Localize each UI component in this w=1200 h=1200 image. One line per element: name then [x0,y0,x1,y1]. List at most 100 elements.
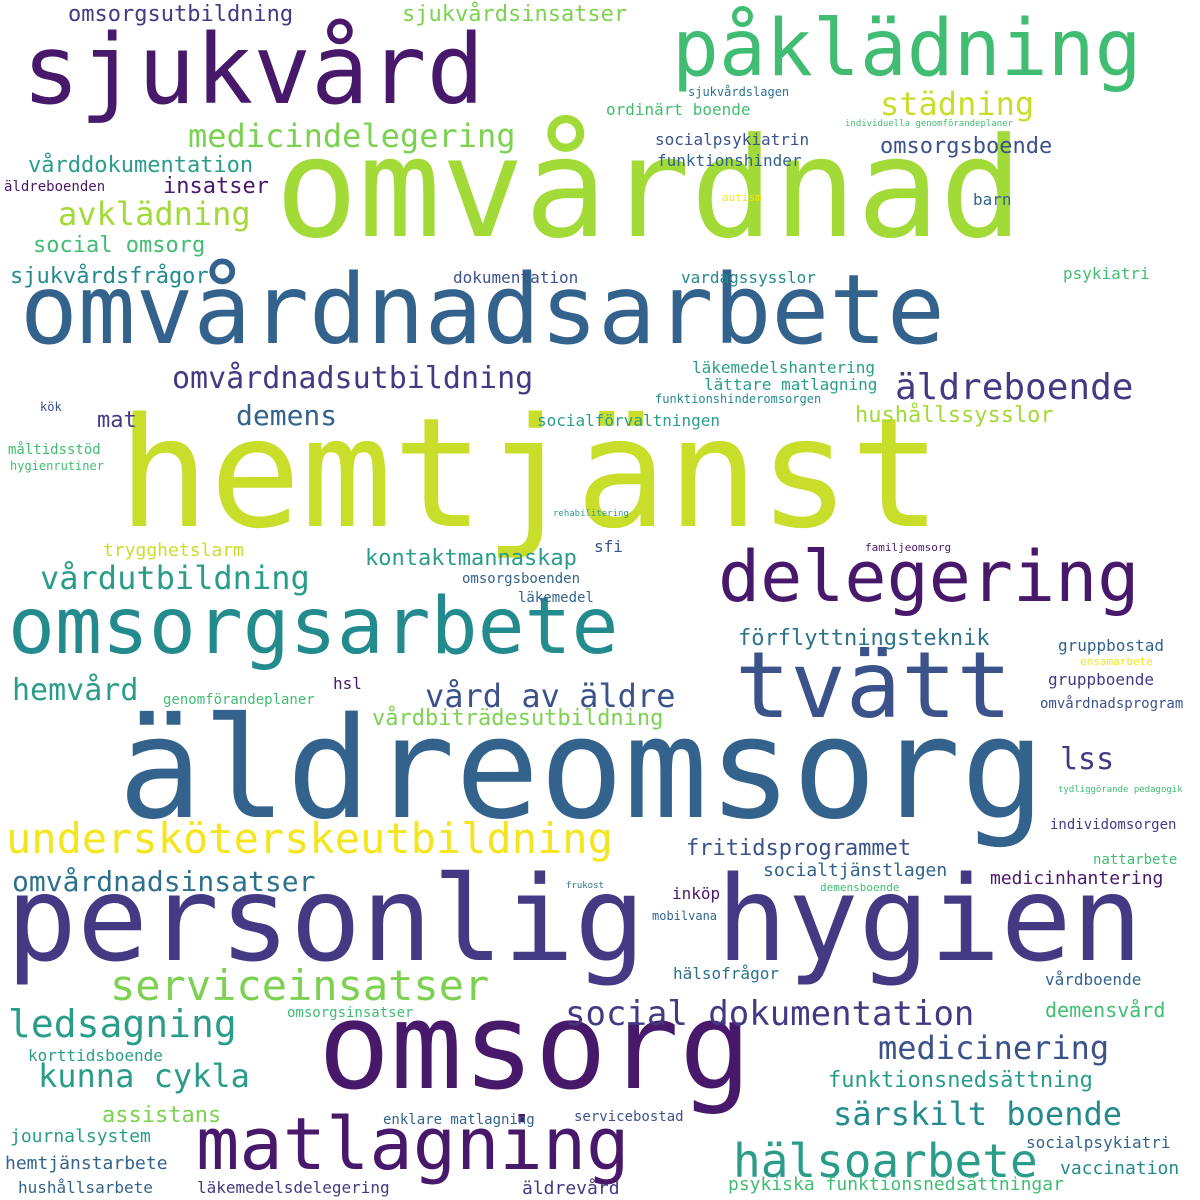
word-insatser: insatser [163,174,269,199]
word-avkladning: avklädning [58,195,251,233]
word-gruppboende: gruppboende [1048,670,1154,689]
word-kontaktmannaskap: kontaktmannaskap [365,546,577,571]
word-varddokumentation: vårddokumentation [28,153,254,178]
word-socialpsykiatri: socialpsykiatri [1026,1133,1171,1152]
word-omsorgsboenden: omsorgsboenden [462,571,581,587]
word-hemtjanst: hemtjänst [118,385,942,562]
word-omvardnadsarbete: omvårdnadsarbete [20,254,945,366]
word-omvardnadsprogram: omvårdnadsprogram [1040,696,1184,712]
word-lakemedel: läkemedel [518,590,594,606]
word-halsoarbete: hälsoarbete [733,1134,1038,1188]
word-demensvard: demensvård [1045,998,1166,1022]
word-delegering: delegering [718,536,1140,618]
word-barn: barn [973,190,1012,209]
word-kunna-cykla: kunna cykla [38,1057,250,1095]
word-funktionshinder: funktionshinder [657,151,802,170]
word-hemvard: hemvård [12,673,139,708]
word-sarskilt-boende: särskilt boende [833,1095,1122,1133]
word-trygghetslarm: trygghetslarm [103,540,244,561]
word-dokumentation: dokumentation [453,268,579,287]
word-forflyttningsteknik: förflyttningsteknik [738,626,990,651]
word-hygienrutiner: hygienrutiner [10,459,104,473]
word-lakemedelshantering: läkemedelshantering [692,358,876,377]
word-tvatt: tvätt [735,632,1012,739]
word-ensamarbete: ensamarbete [1080,655,1153,668]
word-enklare-matlagning: enklare matlagning [383,1112,535,1128]
word-korttidsboende: korttidsboende [28,1046,163,1065]
word-hushallssysslor: hushållssysslor [855,403,1054,428]
word-hemtjanstarbete: hemtjänstarbete [5,1153,168,1174]
word-sjukvardsfragor: sjukvårdsfrågor [10,264,209,289]
word-lakemedelsdelegering: läkemedelsdelegering [197,1178,390,1197]
word-frukost: frukost [566,881,604,891]
word-funktionsnedsattning: funktionsnedsättning [828,1068,1093,1093]
word-aldreboende: äldreboende [895,367,1134,408]
word-vardagssysslor: vardagssysslor [681,268,816,287]
word-stadning: städning [880,85,1035,123]
word-demensboende: demensboende [820,881,900,894]
word-gruppbostad: gruppbostad [1058,636,1164,655]
word-matlagning: matlagning [196,1102,630,1186]
word-maltidsstod: måltidsstöd [8,442,101,458]
word-individuella-genomforandeplaner: individuella genomförandeplaner [845,119,1013,129]
word-mobilvana: mobilvana [652,909,718,923]
word-vardboende: vårdboende [1045,970,1142,989]
word-serviceinsatser: serviceinsatser [110,961,490,1010]
word-medicindelegering: medicindelegering [188,117,516,155]
word-psykiska-funktionsnedsattningar: psykiska funktionsnedsättningar [728,1174,1064,1195]
word-assistans: assistans [102,1103,222,1128]
word-halsofragor: hälsofrågor [673,964,779,983]
word-aldrevard: äldrevård [522,1178,620,1199]
word-omsorgsarbete: omsorgsarbete [8,582,619,672]
word-omvardnad: omvårdnad [275,108,1023,269]
word-vardbitradesutbildning: vårdbiträdesutbildning [372,706,664,731]
word-aldreboenden: äldreboenden [4,179,106,195]
word-omvardnadsinsatser: omvårdnadsinsatser [12,865,316,898]
word-personlig-hygien: personlig hygien [6,850,1143,988]
word-tydliggorande-pedagogik: tydliggörande pedagogik [1058,785,1183,795]
word-medicinering: medicinering [878,1029,1110,1067]
word-mat: mat [97,408,137,433]
word-lss: lss [1060,742,1115,777]
word-ledsagning: ledsagning [8,1002,237,1046]
word-omsorg: omsorg [318,978,752,1117]
word-funktionshinderomsorgen: funktionshinderomsorgen [655,392,822,406]
word-genomforandeplaner: genomförandeplaner [163,692,315,708]
word-sjukvardslagen: sjukvårdslagen [688,85,790,99]
word-lattare-matlagning: lättare matlagning [704,375,878,394]
word-socialforvaltningen: socialförvaltningen [537,411,721,430]
word-omvardnadsutbildning: omvårdnadsutbildning [172,361,534,396]
word-omsorgsinsatser: omsorgsinsatser [287,1005,414,1021]
word-social-omsorg: social omsorg [33,233,206,258]
word-fritidsprogrammet: fritidsprogrammet [686,836,912,861]
word-medicinhantering: medicinhantering [990,868,1164,889]
word-pakladning: påklädning [672,4,1142,94]
word-inkop: inköp [672,884,721,903]
word-vardutbildning: vårdutbildning [40,559,310,597]
word-vaccination: vaccination [1060,1158,1180,1179]
word-sjukvard: sjukvård [22,14,485,126]
word-ordinart-boende: ordinärt boende [606,100,751,119]
word-vard-av-aldre: vård av äldre [425,677,676,715]
word-autism: autism [722,191,762,204]
word-omsorgsutbildning: omsorgsutbildning [68,2,294,27]
word-underskoterskeutbildning: undersköterskeutbildning [6,814,613,863]
word-social-dokumentation: social dokumentation [565,994,975,1034]
word-sfi: sfi [594,537,623,556]
word-demens: demens [236,399,338,432]
word-individomsorgen: individomsorgen [1050,817,1177,833]
word-socialpsykiatrin: socialpsykiatrin [655,130,810,149]
word-journalsystem: journalsystem [10,1126,151,1147]
word-omsorgsboende: omsorgsboende [880,134,1053,159]
word-kok: kök [40,400,62,414]
word-socialtjanstlagen: socialtjänstlagen [763,860,948,881]
word-rehabilitering: rehabilitering [553,509,629,519]
word-hsl: hsl [333,674,362,693]
word-aldreomsorg: äldreomsorg [118,688,1046,851]
word-nattarbete: nattarbete [1093,852,1178,868]
word-servicebostad: servicebostad [574,1109,684,1125]
word-hushallsarbete: hushållsarbete [18,1178,153,1197]
word-familjeomsorg: familjeomsorg [865,541,952,554]
word-sjukvardsinsatser: sjukvårdsinsatser [402,2,628,27]
